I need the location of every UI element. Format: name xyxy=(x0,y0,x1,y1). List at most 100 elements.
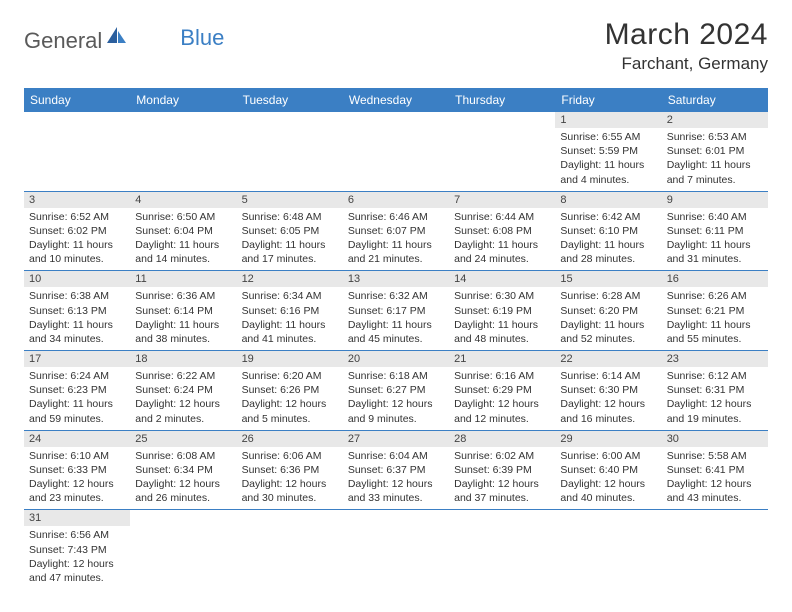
day-number xyxy=(24,112,130,128)
calendar-cell: 2Sunrise: 6:53 AMSunset: 6:01 PMDaylight… xyxy=(662,112,768,191)
day-body: Sunrise: 6:56 AMSunset: 7:43 PMDaylight:… xyxy=(24,526,130,589)
sunrise-text: Sunrise: 6:20 AM xyxy=(242,369,338,383)
day-number xyxy=(343,510,449,526)
day-number: 10 xyxy=(24,271,130,287)
sunset-text: Sunset: 6:16 PM xyxy=(242,304,338,318)
sunrise-text: Sunrise: 6:18 AM xyxy=(348,369,444,383)
sunrise-text: Sunrise: 6:40 AM xyxy=(667,210,763,224)
sunset-text: Sunset: 6:10 PM xyxy=(560,224,656,238)
header: General Blue March 2024 Farchant, German… xyxy=(24,18,768,74)
calendar-cell xyxy=(343,510,449,589)
day-number: 2 xyxy=(662,112,768,128)
logo-text-general: General xyxy=(24,28,102,54)
daylight-text: Daylight: 11 hours and 10 minutes. xyxy=(29,238,125,266)
calendar-cell: 3Sunrise: 6:52 AMSunset: 6:02 PMDaylight… xyxy=(24,191,130,271)
sunset-text: Sunset: 6:34 PM xyxy=(135,463,231,477)
day-header: Thursday xyxy=(449,88,555,112)
sunset-text: Sunset: 6:41 PM xyxy=(667,463,763,477)
daylight-text: Daylight: 11 hours and 45 minutes. xyxy=(348,318,444,346)
sunrise-text: Sunrise: 6:34 AM xyxy=(242,289,338,303)
calendar-cell: 30Sunrise: 5:58 AMSunset: 6:41 PMDayligh… xyxy=(662,430,768,510)
location: Farchant, Germany xyxy=(605,54,768,74)
day-number xyxy=(130,112,236,128)
sunset-text: Sunset: 6:30 PM xyxy=(560,383,656,397)
day-number: 4 xyxy=(130,192,236,208)
day-body: Sunrise: 6:34 AMSunset: 6:16 PMDaylight:… xyxy=(237,287,343,350)
calendar-cell xyxy=(449,112,555,191)
calendar-cell: 26Sunrise: 6:06 AMSunset: 6:36 PMDayligh… xyxy=(237,430,343,510)
day-header: Friday xyxy=(555,88,661,112)
sunset-text: Sunset: 6:08 PM xyxy=(454,224,550,238)
sunset-text: Sunset: 6:04 PM xyxy=(135,224,231,238)
day-body: Sunrise: 6:02 AMSunset: 6:39 PMDaylight:… xyxy=(449,447,555,510)
daylight-text: Daylight: 11 hours and 17 minutes. xyxy=(242,238,338,266)
sunset-text: Sunset: 6:24 PM xyxy=(135,383,231,397)
day-number: 15 xyxy=(555,271,661,287)
calendar-cell: 20Sunrise: 6:18 AMSunset: 6:27 PMDayligh… xyxy=(343,351,449,431)
calendar-cell: 31Sunrise: 6:56 AMSunset: 7:43 PMDayligh… xyxy=(24,510,130,589)
day-body: Sunrise: 6:52 AMSunset: 6:02 PMDaylight:… xyxy=(24,208,130,271)
sunset-text: Sunset: 6:27 PM xyxy=(348,383,444,397)
sunrise-text: Sunrise: 6:04 AM xyxy=(348,449,444,463)
day-number: 28 xyxy=(449,431,555,447)
day-body: Sunrise: 6:14 AMSunset: 6:30 PMDaylight:… xyxy=(555,367,661,430)
calendar-cell xyxy=(237,510,343,589)
day-number: 6 xyxy=(343,192,449,208)
day-number: 5 xyxy=(237,192,343,208)
sunrise-text: Sunrise: 6:46 AM xyxy=(348,210,444,224)
day-body: Sunrise: 6:42 AMSunset: 6:10 PMDaylight:… xyxy=(555,208,661,271)
sunrise-text: Sunrise: 6:48 AM xyxy=(242,210,338,224)
sunrise-text: Sunrise: 6:16 AM xyxy=(454,369,550,383)
sunrise-text: Sunrise: 6:28 AM xyxy=(560,289,656,303)
sunrise-text: Sunrise: 6:55 AM xyxy=(560,130,656,144)
daylight-text: Daylight: 11 hours and 55 minutes. xyxy=(667,318,763,346)
calendar-cell: 21Sunrise: 6:16 AMSunset: 6:29 PMDayligh… xyxy=(449,351,555,431)
sunset-text: Sunset: 6:05 PM xyxy=(242,224,338,238)
daylight-text: Daylight: 11 hours and 48 minutes. xyxy=(454,318,550,346)
calendar-cell xyxy=(24,112,130,191)
daylight-text: Daylight: 12 hours and 16 minutes. xyxy=(560,397,656,425)
day-number: 29 xyxy=(555,431,661,447)
sunrise-text: Sunrise: 6:02 AM xyxy=(454,449,550,463)
calendar-cell: 6Sunrise: 6:46 AMSunset: 6:07 PMDaylight… xyxy=(343,191,449,271)
day-header: Tuesday xyxy=(237,88,343,112)
daylight-text: Daylight: 11 hours and 52 minutes. xyxy=(560,318,656,346)
sunrise-text: Sunrise: 6:44 AM xyxy=(454,210,550,224)
day-body: Sunrise: 6:38 AMSunset: 6:13 PMDaylight:… xyxy=(24,287,130,350)
day-number: 23 xyxy=(662,351,768,367)
sunrise-text: Sunrise: 6:10 AM xyxy=(29,449,125,463)
day-number xyxy=(343,112,449,128)
sunrise-text: Sunrise: 6:36 AM xyxy=(135,289,231,303)
calendar-cell: 28Sunrise: 6:02 AMSunset: 6:39 PMDayligh… xyxy=(449,430,555,510)
calendar-row: 17Sunrise: 6:24 AMSunset: 6:23 PMDayligh… xyxy=(24,351,768,431)
calendar-row: 10Sunrise: 6:38 AMSunset: 6:13 PMDayligh… xyxy=(24,271,768,351)
sunrise-text: Sunrise: 6:14 AM xyxy=(560,369,656,383)
sunset-text: Sunset: 6:11 PM xyxy=(667,224,763,238)
day-number: 21 xyxy=(449,351,555,367)
calendar-cell xyxy=(130,510,236,589)
day-header: Wednesday xyxy=(343,88,449,112)
daylight-text: Daylight: 12 hours and 26 minutes. xyxy=(135,477,231,505)
sunrise-text: Sunrise: 6:56 AM xyxy=(29,528,125,542)
title-block: March 2024 Farchant, Germany xyxy=(605,18,768,74)
calendar-cell: 27Sunrise: 6:04 AMSunset: 6:37 PMDayligh… xyxy=(343,430,449,510)
day-number xyxy=(130,510,236,526)
calendar-cell: 29Sunrise: 6:00 AMSunset: 6:40 PMDayligh… xyxy=(555,430,661,510)
day-number: 18 xyxy=(130,351,236,367)
daylight-text: Daylight: 12 hours and 9 minutes. xyxy=(348,397,444,425)
day-body: Sunrise: 6:18 AMSunset: 6:27 PMDaylight:… xyxy=(343,367,449,430)
day-body: Sunrise: 6:24 AMSunset: 6:23 PMDaylight:… xyxy=(24,367,130,430)
month-title: March 2024 xyxy=(605,18,768,52)
day-number: 17 xyxy=(24,351,130,367)
sunrise-text: Sunrise: 6:53 AM xyxy=(667,130,763,144)
sunset-text: Sunset: 6:40 PM xyxy=(560,463,656,477)
sunrise-text: Sunrise: 6:12 AM xyxy=(667,369,763,383)
day-number xyxy=(662,510,768,526)
daylight-text: Daylight: 11 hours and 24 minutes. xyxy=(454,238,550,266)
sunrise-text: Sunrise: 6:52 AM xyxy=(29,210,125,224)
calendar-cell: 24Sunrise: 6:10 AMSunset: 6:33 PMDayligh… xyxy=(24,430,130,510)
calendar-cell xyxy=(130,112,236,191)
calendar-cell: 22Sunrise: 6:14 AMSunset: 6:30 PMDayligh… xyxy=(555,351,661,431)
calendar-row: 3Sunrise: 6:52 AMSunset: 6:02 PMDaylight… xyxy=(24,191,768,271)
daylight-text: Daylight: 12 hours and 47 minutes. xyxy=(29,557,125,585)
